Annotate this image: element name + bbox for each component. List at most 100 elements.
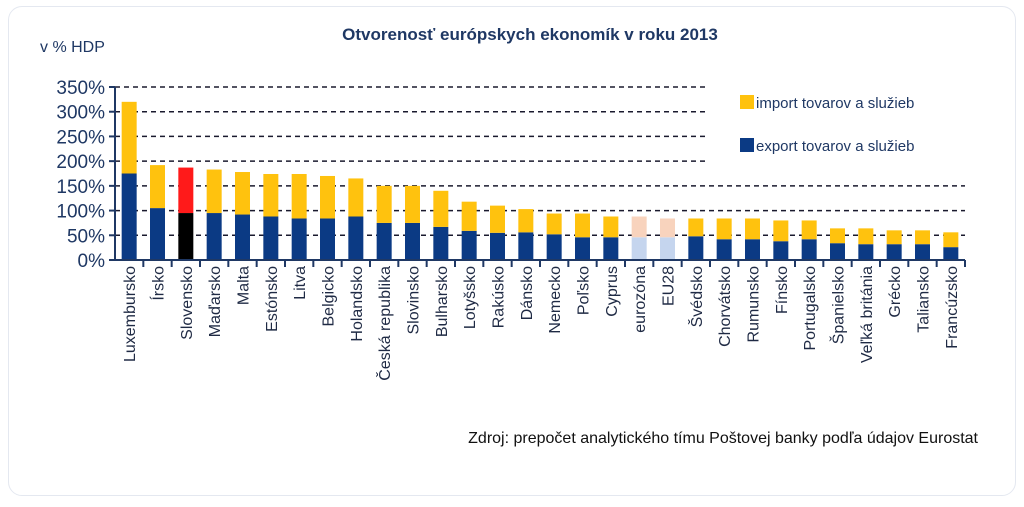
bar-import xyxy=(320,175,335,219)
x-tick-label: Bulharsko xyxy=(434,266,451,337)
x-tick-label: Fínsko xyxy=(774,266,791,314)
bar-export xyxy=(461,230,477,260)
x-tick-label: Portugalsko xyxy=(802,266,819,351)
bar-import xyxy=(575,213,590,238)
bar-export xyxy=(660,237,675,260)
bar-export xyxy=(745,239,760,260)
bar-export xyxy=(376,222,392,260)
legend-swatch-export xyxy=(740,138,754,152)
x-tick-label: Belgicko xyxy=(321,266,338,327)
x-tick-label: Chorvátsko xyxy=(717,266,734,347)
bar-export xyxy=(830,243,845,260)
chart-title: Otvorenosť európskych ekonomík v roku 20… xyxy=(342,25,718,44)
bar-export xyxy=(801,239,817,260)
bar-import xyxy=(631,216,647,238)
chart-frame xyxy=(8,6,1016,496)
bar-import xyxy=(773,220,789,242)
bar-export xyxy=(716,239,732,260)
bar-export xyxy=(773,241,789,260)
y-tick-label: 350% xyxy=(56,78,105,99)
bar-export xyxy=(433,226,449,260)
x-tick-label: EU28 xyxy=(661,266,678,306)
bar-export xyxy=(320,218,335,260)
bar-import xyxy=(546,213,562,235)
bar-export xyxy=(348,216,364,260)
bar-export xyxy=(235,214,250,260)
bar-import xyxy=(660,218,675,238)
y-tick-label: 150% xyxy=(56,177,105,198)
x-tick-label: Nemecko xyxy=(547,266,564,334)
bar-import xyxy=(801,220,817,240)
x-tick-label: Česká republika xyxy=(375,266,394,381)
bar-import xyxy=(716,218,732,240)
bar-import xyxy=(830,228,845,244)
bar-import xyxy=(376,185,392,223)
bar-import xyxy=(603,216,619,238)
legend-label-import: import tovarov a služieb xyxy=(756,95,914,112)
x-tick-label: Švédsko xyxy=(687,266,706,327)
bar-import xyxy=(235,172,250,215)
y-tick-label: 0% xyxy=(78,251,106,272)
x-tick-label: Holandsko xyxy=(349,266,366,342)
x-tick-label: Luxembursko xyxy=(122,266,139,362)
x-tick-label: Írsko xyxy=(149,266,168,301)
bar-export xyxy=(518,232,534,260)
y-axis-label: v % HDP xyxy=(40,39,105,56)
bar-export xyxy=(263,216,279,260)
bar-export xyxy=(688,236,704,260)
bar-import xyxy=(405,185,420,223)
x-tick-label: Španielsko xyxy=(829,266,848,344)
bar-export xyxy=(206,213,222,260)
bar-export xyxy=(405,222,420,260)
bar-import xyxy=(433,190,449,227)
bar-import xyxy=(291,173,307,219)
bar-import xyxy=(518,209,534,233)
bar-export xyxy=(915,244,930,260)
x-tick-label: Rakúsko xyxy=(491,266,508,328)
bar-import xyxy=(858,228,874,245)
bar-import xyxy=(688,218,704,237)
x-tick-label: Francúzsko xyxy=(944,266,961,349)
y-tick-label: 50% xyxy=(67,226,105,247)
x-tick-label: Dánsko xyxy=(519,266,536,320)
x-tick-label: Taliansko xyxy=(916,266,933,333)
x-tick-label: Poľsko xyxy=(576,266,593,315)
x-tick-label: Cyprus xyxy=(604,266,621,317)
bar-export xyxy=(631,237,647,260)
x-tick-label: Veľká británia xyxy=(859,266,876,363)
bar-import xyxy=(348,178,364,217)
bar-export xyxy=(150,208,165,260)
bar-import xyxy=(206,169,222,214)
x-tick-label: Slovensko xyxy=(179,266,196,340)
bar-import xyxy=(461,201,477,231)
legend-label-export: export tovarov a služieb xyxy=(756,138,914,155)
y-tick-label: 300% xyxy=(56,103,105,124)
legend-swatch-import xyxy=(740,95,754,109)
x-tick-label: eurozóna xyxy=(632,266,649,333)
bar-import xyxy=(150,165,165,209)
bar-export xyxy=(943,247,959,260)
x-tick-label: Grécko xyxy=(887,266,904,318)
x-tick-label: Litva xyxy=(292,266,309,300)
bar-export xyxy=(178,213,194,260)
bar-export xyxy=(546,234,562,260)
bar-import xyxy=(943,232,959,248)
bar-export xyxy=(886,244,902,260)
bar-export xyxy=(121,173,137,260)
bar-export xyxy=(858,244,874,260)
bar-export xyxy=(603,237,619,260)
bar-import xyxy=(915,230,930,245)
x-tick-label: Malta xyxy=(236,266,253,305)
bar-export xyxy=(291,218,307,260)
y-tick-label: 200% xyxy=(56,152,105,173)
bar-import xyxy=(121,101,137,174)
x-tick-label: Estónsko xyxy=(264,266,281,332)
bar-import xyxy=(263,173,279,217)
bar-export xyxy=(490,232,505,260)
y-tick-label: 250% xyxy=(56,127,105,148)
x-tick-label: Lotyšsko xyxy=(462,266,479,329)
x-tick-label: Rumunsko xyxy=(746,266,763,343)
y-tick-label: 100% xyxy=(56,202,105,223)
x-tick-label: Slovinsko xyxy=(406,266,423,335)
